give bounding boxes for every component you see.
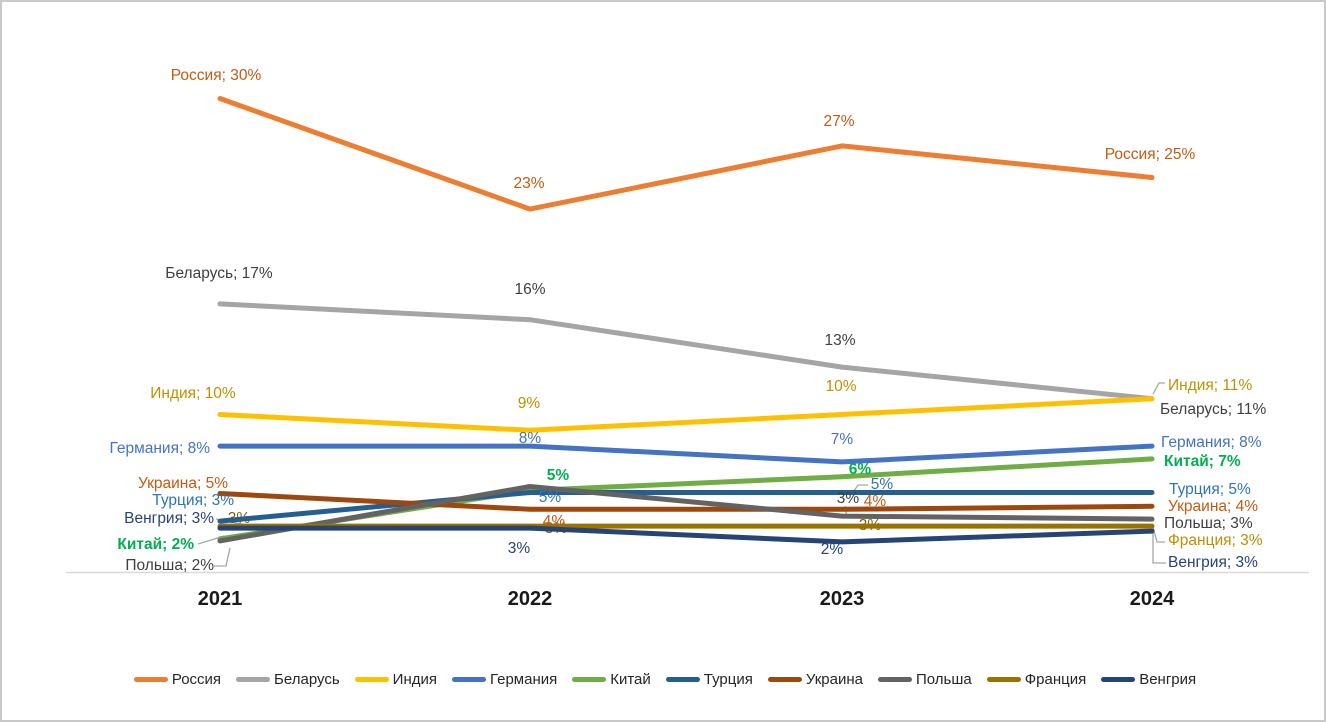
legend-swatch-turkey — [665, 676, 700, 682]
legend-item-hungary: Венгрия — [1101, 671, 1196, 688]
data-label-poland: Польша; 2% — [125, 557, 214, 574]
legend-item-turkey: Турция — [665, 670, 753, 688]
legend-item-russia: Россия — [133, 670, 222, 688]
legend-label-france: Франция — [1024, 670, 1087, 688]
series-line-ukraine — [217, 491, 1155, 512]
x-tick-label-2024: 2024 — [1130, 588, 1175, 610]
data-label-hungary: Венгрия; 3% — [124, 510, 214, 527]
legend-swatch-france — [986, 676, 1021, 682]
data-label-ukraine: 4% — [543, 513, 566, 530]
data-label-ukraine: Украина; 4% — [1168, 498, 1258, 515]
legend-label-russia: Россия — [171, 670, 222, 688]
data-label-ukraine: Украина; 5% — [138, 475, 228, 492]
label-leader-line — [214, 547, 231, 567]
data-label-hungary: 3% — [508, 540, 531, 557]
data-label-china: 6% — [849, 461, 872, 478]
data-label-russia: Россия; 30% — [171, 67, 262, 84]
legend-label-germany: Германия — [489, 670, 558, 688]
legend-item-ukraine: Украина — [767, 670, 863, 688]
data-label-turkey: 5% — [871, 476, 894, 493]
data-label-belarus: 13% — [824, 332, 855, 349]
series-line-germany — [217, 443, 1155, 465]
data-label-china: Китай; 7% — [1164, 453, 1241, 470]
data-label-india: 10% — [825, 378, 856, 395]
series-line-belarus — [217, 301, 1155, 402]
data-label-russia: Россия; 25% — [1105, 146, 1196, 163]
legend-swatch-hungary — [1101, 676, 1136, 682]
data-label-india: Индия; 11% — [1168, 377, 1252, 394]
data-label-hungary: Венгрия; 3% — [1168, 554, 1258, 571]
data-label-china: 5% — [547, 467, 570, 484]
series-line-hungary — [217, 525, 1155, 545]
legend-swatch-russia — [133, 676, 168, 682]
x-tick-label-2022: 2022 — [508, 588, 553, 610]
data-label-poland: 3% — [837, 490, 860, 507]
data-label-germany: 7% — [831, 431, 854, 448]
series-line-india — [217, 396, 1155, 433]
legend-item-poland: Польша — [877, 670, 972, 688]
data-label-china: Китай; 2% — [117, 536, 194, 553]
series-line-poland — [217, 484, 1155, 544]
label-leader-line — [1152, 526, 1165, 543]
data-label-russia: 27% — [823, 113, 854, 130]
data-label-belarus: 16% — [514, 281, 545, 298]
legend: Россия Беларусь Индия Германия Китай Турция Ук… — [2, 664, 1324, 694]
data-label-hungary: 2% — [821, 541, 844, 558]
series-line-turkey — [217, 490, 1155, 524]
legend-item-france: Франция — [986, 670, 1087, 688]
legend-label-belarus: Беларусь — [274, 670, 340, 688]
legend-swatch-ukraine — [767, 676, 802, 682]
data-label-germany: Германия; 8% — [109, 440, 210, 457]
legend-swatch-poland — [877, 676, 912, 682]
x-tick-label-2023: 2023 — [820, 588, 865, 610]
x-tick-label-2021: 2021 — [198, 588, 243, 610]
legend-swatch-india — [354, 676, 389, 682]
data-label-belarus: Беларусь; 17% — [165, 265, 273, 282]
data-label-ukraine: 4% — [864, 493, 887, 510]
legend-label-poland: Польша — [915, 670, 972, 688]
data-label-poland: Польша; 3% — [1164, 515, 1253, 532]
legend-swatch-china — [572, 676, 607, 682]
legend-swatch-germany — [451, 676, 486, 682]
data-label-turkey: 5% — [539, 489, 562, 506]
label-leader-line — [1152, 382, 1165, 395]
data-label-france: Франция; 3% — [1168, 532, 1263, 549]
legend-label-hungary: Венгрия — [1139, 670, 1197, 688]
legend-swatch-belarus — [236, 676, 271, 682]
legend-label-india: Индия — [392, 670, 437, 688]
data-label-germany: Германия; 8% — [1161, 434, 1262, 451]
data-label-belarus: Беларусь; 11% — [1160, 401, 1266, 418]
legend-label-ukraine: Украина — [805, 670, 863, 688]
data-label-india: 9% — [518, 395, 541, 412]
legend-label-turkey: Турция — [703, 670, 753, 688]
data-label-turkey: Турция; 3% — [152, 492, 234, 509]
legend-item-germany: Германия — [451, 670, 558, 688]
data-label-india: Индия; 10% — [150, 385, 236, 402]
data-label-russia: 23% — [513, 175, 544, 192]
data-label-germany: 8% — [519, 430, 542, 447]
legend-item-belarus: Беларусь — [236, 671, 340, 688]
data-label-turkey: Турция; 5% — [1169, 481, 1251, 498]
label-leader-line — [1152, 529, 1166, 564]
series-line-russia — [217, 96, 1155, 212]
legend-item-china: Китай — [572, 671, 651, 688]
legend-item-india: Индия — [354, 670, 437, 688]
legend-label-china: Китай — [610, 670, 651, 688]
